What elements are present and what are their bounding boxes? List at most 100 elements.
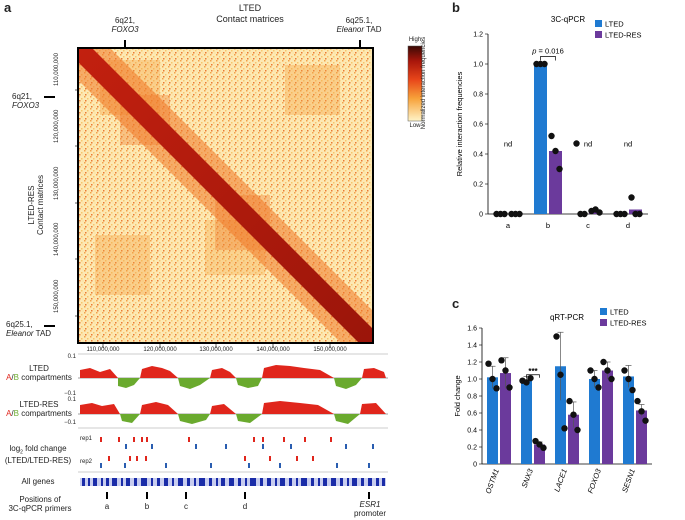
bar: [602, 370, 613, 464]
legend-label: LTED-RES: [605, 31, 642, 40]
y-tick-label: 0.8: [473, 92, 483, 99]
y-tick-label: 0.6: [467, 411, 477, 418]
scale-pos-2: 0.1: [67, 397, 76, 403]
data-point: [489, 375, 496, 383]
x-tick-2: 120,000,000: [143, 347, 177, 353]
primer-position-marks: [106, 492, 370, 499]
data-point: [506, 384, 513, 391]
category-label: LACE1: [552, 468, 569, 493]
top-label-foxo3: 6q21, FOXO3: [111, 16, 139, 34]
data-point: [493, 385, 500, 392]
data-point: [556, 165, 563, 173]
legend-swatch: [595, 20, 602, 27]
scale-neg-2: −0.1: [64, 420, 76, 426]
y-tick-1: 110,000,000: [54, 53, 60, 86]
esr1-promoter-label: ESR1 promoter: [353, 500, 386, 518]
y-tick-label: 0.2: [467, 445, 477, 452]
log-fold-change-label: log2 fold change (LTED/LTED-RES): [4, 444, 72, 465]
legend-swatch: [595, 31, 602, 38]
y-tick-label: 0.2: [473, 182, 483, 189]
data-point: [541, 60, 548, 68]
chart-title: 3C-qPCR: [551, 15, 585, 24]
bar: [568, 414, 579, 464]
primer-positions-label: Positions of 3C-qPCR primers: [8, 495, 72, 513]
panel-a-letter: a: [4, 0, 12, 15]
data-point: [621, 367, 628, 374]
category-label: c: [586, 221, 590, 230]
lted-res-compartment-label: LTED-RES A/B compartments: [6, 400, 72, 418]
bar: [534, 444, 545, 464]
y-axis-title: Fold change: [453, 375, 462, 416]
pvalue-p: p: [531, 47, 536, 56]
data-point: [527, 374, 534, 382]
primer-d: d: [242, 502, 248, 511]
data-point: [596, 209, 603, 216]
matrix-y-ticks: [75, 89, 78, 317]
category-label: d: [626, 221, 630, 230]
bar: [636, 410, 647, 464]
data-point: [516, 210, 523, 218]
category-label: a: [506, 221, 511, 230]
track-all-genes: [80, 478, 386, 486]
data-point: [548, 132, 555, 140]
y-tick-label: 1.0: [473, 62, 483, 69]
category-label: SNX3: [520, 467, 535, 489]
data-point: [523, 379, 530, 386]
data-point: [561, 425, 568, 432]
x-ticks: [102, 344, 331, 348]
significance-bracket: [526, 374, 540, 378]
x-tick-4: 140,000,000: [256, 347, 290, 353]
category-label: OSTM1: [484, 468, 501, 495]
y-tick-label: 1.0: [467, 377, 477, 384]
data-point: [540, 444, 547, 452]
data-point: [557, 371, 564, 378]
data-point: [552, 147, 559, 155]
data-point: [600, 358, 607, 366]
primer-b: b: [144, 502, 150, 511]
data-point: [501, 210, 508, 218]
left-marker-ticks: [44, 40, 361, 327]
bar: [589, 379, 600, 464]
pvalue-bracket: [540, 56, 556, 61]
primer-c: c: [184, 502, 188, 511]
matrix-title-1: LTED: [238, 3, 262, 13]
data-point: [621, 210, 628, 218]
bar: [534, 64, 547, 214]
rep2-label: rep2: [80, 459, 93, 465]
colorbar: [407, 45, 423, 122]
y-tick-label: 1.2: [467, 360, 477, 367]
chart-c-qrt-pcr: qRT-PCR 0 0.2 0.4 0.6 0.8 1.0 1.2 1.4 1.6 Fold cha…: [453, 308, 652, 495]
y-tick-4: 140,000,000: [54, 222, 60, 256]
data-point: [581, 210, 588, 218]
chart-title: qRT-PCR: [550, 313, 584, 322]
data-point: [636, 210, 643, 218]
track-rep2-fold-change: [100, 456, 370, 468]
category-label: b: [546, 221, 550, 230]
matrix-title-2: Contact matrices: [216, 14, 284, 24]
x-tick-5: 150,000,000: [313, 347, 347, 353]
x-tick-1: 110,000,000: [86, 347, 120, 353]
all-genes-label: All genes: [21, 477, 55, 486]
data-point: [642, 417, 649, 424]
nd-label: nd: [504, 140, 512, 149]
data-point: [628, 194, 635, 201]
legend-swatch: [600, 308, 607, 315]
data-point: [485, 360, 492, 367]
panel-b-letter: b: [452, 0, 460, 15]
data-point: [629, 386, 636, 394]
data-point: [553, 333, 560, 340]
y-axis-title: LTED-RES Contact matrices: [27, 174, 45, 236]
data-point: [625, 375, 632, 383]
nd-label: nd: [624, 140, 632, 149]
data-point: [502, 367, 509, 374]
y-tick-label: 1.2: [473, 32, 483, 39]
bar: [521, 380, 532, 464]
legend-label: LTED: [605, 20, 624, 29]
y-tick-label: 0.8: [467, 394, 477, 401]
track-rep1-fold-change: [100, 437, 374, 449]
y-tick-label: 0: [479, 212, 483, 219]
significance-label: ***: [528, 367, 538, 376]
pvalue-label: p = 0.016: [531, 47, 564, 56]
y-tick-5: 150,000,000: [54, 279, 60, 313]
